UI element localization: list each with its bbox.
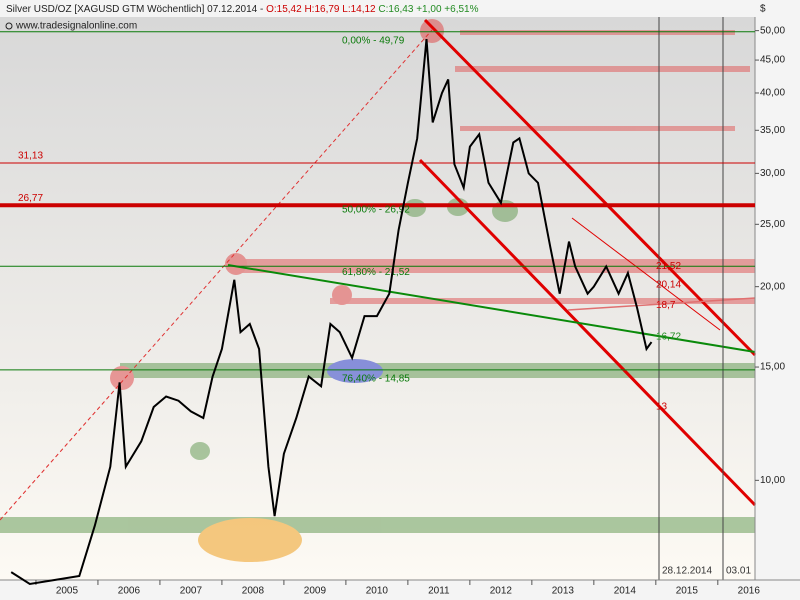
level-label: 31,13 bbox=[18, 151, 43, 162]
source: www.tradesignalonline.com bbox=[15, 21, 137, 32]
x-tick-label: 2009 bbox=[304, 586, 327, 597]
price-label: 18,7 bbox=[656, 300, 676, 311]
x-tick-label: 2010 bbox=[366, 586, 389, 597]
ellipse bbox=[190, 442, 210, 460]
trend-line bbox=[571, 217, 721, 331]
y-tick-label: 45,00 bbox=[760, 55, 785, 66]
x-tick-label: 2005 bbox=[56, 586, 79, 597]
x-tick-label: 2016 bbox=[738, 586, 761, 597]
trend-line bbox=[227, 264, 756, 353]
price-label: 20,14 bbox=[656, 279, 681, 290]
circle bbox=[110, 366, 134, 390]
x-tick-label: 2012 bbox=[490, 586, 513, 597]
change: C:16,43 +1,00 +6,51% bbox=[378, 4, 478, 15]
price-line bbox=[10, 39, 653, 586]
y-tick-label: 10,00 bbox=[760, 475, 785, 486]
ellipse bbox=[327, 359, 383, 383]
band bbox=[455, 66, 750, 72]
x-tick-label: 2015 bbox=[676, 586, 699, 597]
header bbox=[0, 0, 800, 17]
circle bbox=[225, 253, 247, 275]
date-label: 03.01 bbox=[726, 566, 751, 577]
circle bbox=[332, 285, 352, 305]
date-label: 28.12.2014 bbox=[662, 566, 712, 577]
trend-line bbox=[567, 297, 756, 311]
y-tick-label: 50,00 bbox=[760, 25, 785, 36]
price-label: 21,52 bbox=[656, 261, 681, 272]
price-label: 16,72 bbox=[656, 331, 681, 342]
x-tick-label: 2008 bbox=[242, 586, 265, 597]
y-tick-label: 30,00 bbox=[760, 168, 785, 179]
level-label: 26,77 bbox=[18, 193, 43, 204]
x-tick-label: 2007 bbox=[180, 586, 203, 597]
y-unit: $ bbox=[760, 4, 766, 15]
band bbox=[460, 30, 735, 35]
x-tick-label: 2014 bbox=[614, 586, 637, 597]
fib-label: 0,00% - 49,79 bbox=[342, 35, 405, 46]
fib-label: 76,40% - 14,85 bbox=[342, 373, 410, 384]
y-tick-label: 15,00 bbox=[760, 362, 785, 373]
ohlc: O:15,42 H:16,79 L:14,12 bbox=[266, 4, 376, 15]
x-tick-label: 2013 bbox=[552, 586, 575, 597]
dashed-trend bbox=[0, 29, 433, 521]
y-tick-label: 20,00 bbox=[760, 281, 785, 292]
band bbox=[0, 517, 755, 533]
title: Silver USD/OZ [XAGUSD GTM Wöchentlich] 0… bbox=[6, 4, 263, 15]
y-tick-label: 35,00 bbox=[760, 125, 785, 136]
x-tick-label: 2006 bbox=[118, 586, 141, 597]
drawings bbox=[0, 19, 755, 562]
channel-line bbox=[423, 18, 757, 357]
x-tick-label: 2011 bbox=[428, 586, 450, 597]
band bbox=[460, 126, 735, 131]
fib-label: 50,00% - 26,92 bbox=[342, 204, 410, 215]
header-text: Silver USD/OZ [XAGUSD GTM Wöchentlich] 0… bbox=[6, 4, 479, 15]
source-icon bbox=[5, 22, 13, 30]
fib-label: 61,80% - 21,52 bbox=[342, 267, 410, 278]
ellipse bbox=[198, 518, 302, 562]
y-tick-label: 25,00 bbox=[760, 219, 785, 230]
band bbox=[120, 363, 755, 378]
channel-line bbox=[418, 158, 757, 507]
price-label: 13 bbox=[656, 402, 668, 413]
y-tick-label: 40,00 bbox=[760, 88, 785, 99]
band bbox=[330, 298, 755, 304]
